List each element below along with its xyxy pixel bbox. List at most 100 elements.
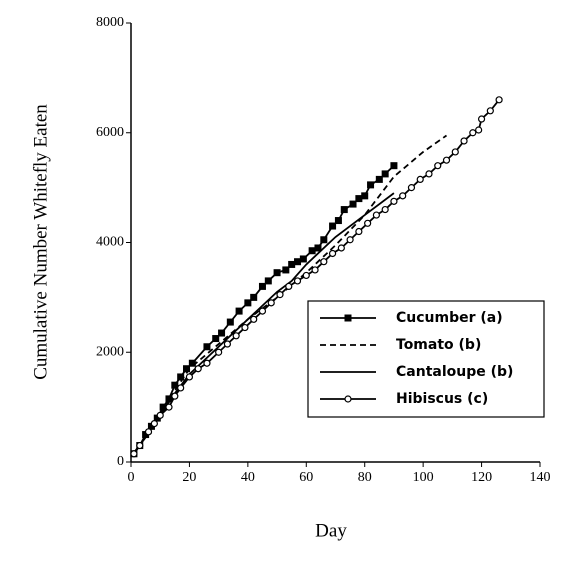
- data-point: [194, 365, 202, 373]
- data-point: [136, 441, 144, 450]
- data-point: [451, 148, 459, 156]
- data-point: [349, 200, 357, 208]
- data-point: [355, 195, 363, 203]
- data-point: [267, 299, 275, 307]
- data-point: [142, 431, 150, 439]
- data-point: [188, 359, 196, 367]
- data-point: [244, 299, 252, 307]
- data-point: [212, 335, 220, 343]
- y-tick-label: 4000: [96, 235, 124, 250]
- data-point: [150, 419, 158, 428]
- data-point: [320, 258, 328, 266]
- data-point: [381, 205, 389, 214]
- x-tick-label: 40: [241, 470, 255, 485]
- data-point: [177, 373, 185, 381]
- data-point: [250, 293, 258, 301]
- data-point: [407, 184, 416, 192]
- data-point: [144, 428, 153, 436]
- data-point: [258, 307, 267, 315]
- data-point: [226, 318, 234, 326]
- x-tick-label: 60: [299, 470, 313, 485]
- x-tick-label: 100: [413, 470, 434, 485]
- data-point: [215, 348, 223, 356]
- y-tick-label: 8000: [96, 15, 124, 30]
- legend-label: Cantaloupe (b): [396, 364, 513, 380]
- data-point: [329, 222, 337, 230]
- data-point: [130, 450, 138, 458]
- data-point: [223, 340, 232, 348]
- data-point: [469, 129, 477, 137]
- data-point: [346, 236, 354, 244]
- data-point: [156, 411, 164, 419]
- data-point: [293, 277, 302, 285]
- data-point: [375, 175, 383, 183]
- x-tick-label: 140: [530, 470, 551, 485]
- x-tick-label: 0: [128, 470, 135, 485]
- data-point: [264, 277, 272, 285]
- x-tick-label: 20: [182, 470, 196, 485]
- data-point: [285, 282, 293, 290]
- data-point: [299, 255, 307, 263]
- data-point: [288, 260, 296, 268]
- data-point: [232, 332, 240, 340]
- data-point: [361, 192, 369, 200]
- data-point: [442, 156, 451, 164]
- legend-label: Cucumber (a): [396, 310, 503, 326]
- legend-marker: [344, 395, 352, 403]
- data-point: [235, 307, 243, 315]
- legend-label: Hibiscus (c): [396, 391, 488, 407]
- data-point: [367, 181, 375, 189]
- data-point: [165, 395, 173, 403]
- data-point: [381, 170, 389, 178]
- data-point: [337, 244, 345, 252]
- data-point: [250, 315, 258, 323]
- data-point: [320, 236, 328, 244]
- data-point: [159, 403, 167, 411]
- data-point: [364, 219, 372, 227]
- legend-label: Tomato (b): [396, 337, 481, 353]
- data-point: [241, 323, 249, 332]
- data-point: [183, 365, 191, 373]
- data-point: [486, 107, 494, 115]
- data-point: [185, 373, 194, 381]
- data-point: [282, 266, 290, 274]
- data-point: [165, 403, 173, 411]
- y-tick-label: 0: [117, 454, 124, 469]
- x-axis-label: Day: [315, 520, 347, 541]
- data-point: [425, 170, 433, 178]
- data-point: [495, 96, 503, 104]
- data-point: [477, 115, 486, 123]
- data-point: [258, 282, 266, 290]
- data-point: [390, 197, 398, 205]
- data-point: [203, 343, 211, 351]
- data-point: [390, 162, 398, 170]
- data-point: [372, 211, 380, 219]
- data-point: [171, 392, 179, 400]
- y-tick-label: 6000: [96, 125, 124, 140]
- data-point: [203, 359, 211, 367]
- data-point: [416, 175, 424, 183]
- x-tick-label: 80: [358, 470, 372, 485]
- data-point: [294, 258, 302, 266]
- data-point: [399, 192, 407, 200]
- x-tick-label: 120: [471, 470, 492, 485]
- data-point: [314, 244, 322, 252]
- data-point: [340, 206, 348, 214]
- data-point: [311, 266, 319, 274]
- data-point: [308, 247, 316, 255]
- y-tick-label: 2000: [96, 344, 124, 359]
- legend-marker: [344, 314, 352, 322]
- data-point: [276, 291, 284, 299]
- data-point: [334, 217, 342, 225]
- data-point: [273, 269, 281, 277]
- data-point: [328, 249, 337, 258]
- y-axis-label: Cumulative Number Whitefly Eaten: [30, 104, 51, 380]
- data-point: [434, 162, 442, 170]
- data-point: [302, 271, 310, 280]
- data-point: [218, 329, 226, 337]
- data-point: [460, 137, 468, 145]
- data-point: [355, 227, 363, 236]
- data-point: [171, 381, 179, 389]
